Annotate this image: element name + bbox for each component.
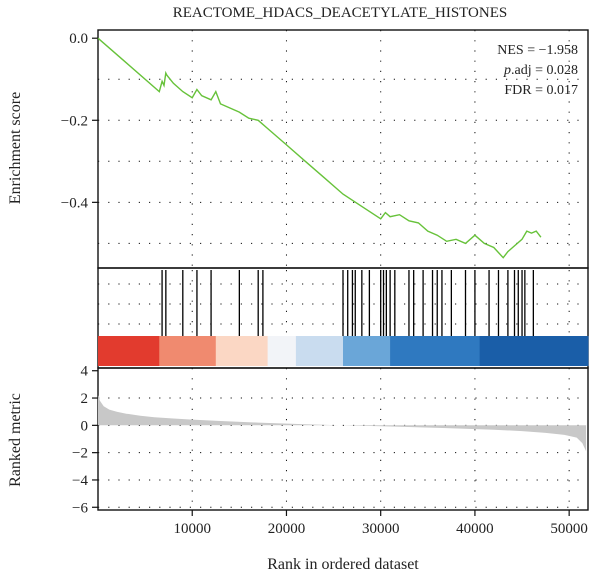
- ranked-y-tick-label: −4: [72, 473, 88, 489]
- x-tick-label: 30000: [362, 521, 400, 537]
- ranked-y-tick-label: −2: [72, 446, 88, 462]
- color-band-segment: [267, 336, 297, 366]
- fdr-annotation: FDR = 0.017: [504, 83, 578, 98]
- ranked-y-tick-label: 2: [81, 391, 89, 407]
- x-tick-label: 50000: [550, 521, 588, 537]
- stats-annotation: NES = −1.958 p.adj = 0.028 FDR = 0.017: [497, 43, 578, 98]
- x-tick-label: 40000: [456, 521, 494, 537]
- color-band-segment: [215, 336, 269, 366]
- ranked-y-tick-label: 0: [81, 418, 89, 434]
- color-band-segment: [343, 336, 391, 366]
- ranking-color-band: [98, 336, 589, 366]
- ranked-y-label: Ranked metric: [7, 393, 24, 487]
- enrichment-y-label: Enrichment score: [7, 92, 24, 204]
- enrichment-grid: [98, 30, 588, 268]
- enrichment-y-tick-label: 0.0: [69, 31, 88, 47]
- ranked-y-tick-label: 4: [81, 364, 89, 380]
- padj-annotation: p.adj = 0.028: [503, 63, 578, 78]
- x-axis: 10000 20000 30000 40000 50000: [173, 510, 588, 537]
- color-band-segment: [295, 336, 344, 366]
- nes-annotation: NES = −1.958: [497, 43, 578, 58]
- enrichment-y-axis: 0.0 −0.2 −0.4: [61, 31, 98, 211]
- color-band-segment: [390, 336, 481, 366]
- chart-title: REACTOME_HDACS_DEACETYLATE_HISTONES: [173, 5, 507, 21]
- gene-hit-marks: [161, 270, 534, 336]
- color-band-segment: [98, 336, 160, 366]
- color-band-segment: [479, 336, 589, 366]
- x-tick-label: 20000: [268, 521, 306, 537]
- ranked-metric-area: [98, 395, 587, 452]
- enrichment-y-tick-label: −0.2: [61, 113, 88, 129]
- x-tick-label: 10000: [173, 521, 211, 537]
- color-band-segment: [159, 336, 217, 366]
- enrichment-y-tick-label: −0.4: [61, 195, 89, 211]
- enrichment-score-line: [97, 37, 542, 259]
- x-axis-label: Rank in ordered dataset: [267, 556, 419, 573]
- ranked-y-axis: 4 2 0 −2 −4 −6: [72, 364, 98, 516]
- ranked-grid: [98, 368, 588, 510]
- ranked-y-tick-label: −6: [72, 500, 88, 516]
- ranked-panel-frame: [97, 367, 589, 511]
